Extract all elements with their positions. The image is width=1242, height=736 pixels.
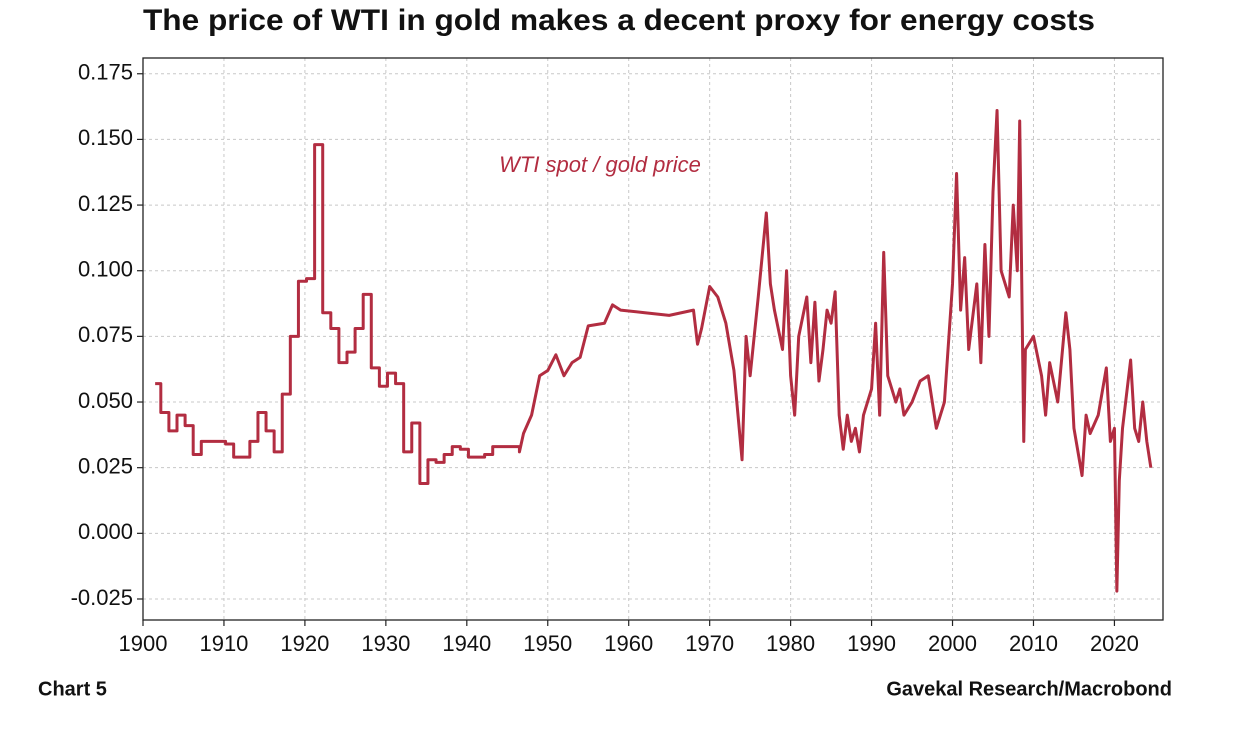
x-tick-label: 1990 [847,631,896,656]
y-tick-label: 0.100 [78,257,133,282]
y-tick-label: 0.175 [78,60,133,85]
chart-title: The price of WTI in gold makes a decent … [143,4,1095,37]
y-tick-label: 0.050 [78,388,133,413]
x-tick-label: 2000 [928,631,977,656]
x-tick-label: 1940 [442,631,491,656]
source: Gavekal Research/Macrobond [886,678,1172,700]
x-tick-label: 1960 [604,631,653,656]
y-tick-label: -0.025 [71,585,133,610]
x-tick-label: 1970 [685,631,734,656]
x-tick-label: 1950 [523,631,572,656]
x-tick-label: 1920 [280,631,329,656]
y-tick-label: 0.000 [78,519,133,544]
chart-label: Chart 5 [38,678,107,700]
series-label: WTI spot / gold price [499,152,701,177]
x-tick-label: 1910 [199,631,248,656]
plot-frame [142,57,1164,621]
x-tick-label: 1930 [361,631,410,656]
x-tick-label: 2010 [1009,631,1058,656]
y-tick-label: 0.075 [78,322,133,347]
y-tick-label: 0.150 [78,125,133,150]
y-tick-label: 0.125 [78,191,133,216]
series-line [155,109,1153,593]
x-tick-label: 1900 [119,631,168,656]
x-tick-label: 2020 [1090,631,1139,656]
y-tick-label: 0.025 [78,453,133,478]
x-tick-label: 1980 [766,631,815,656]
